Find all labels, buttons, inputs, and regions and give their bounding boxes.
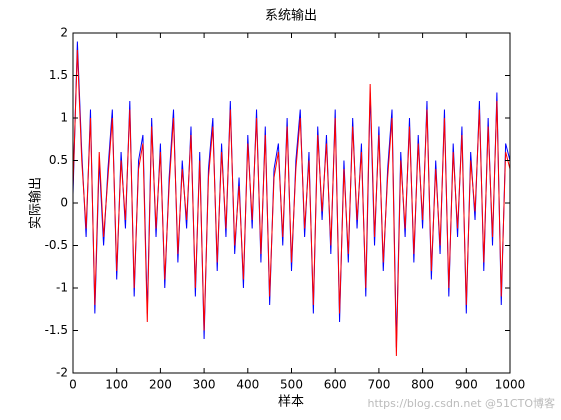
y-axis-label: 实际输出: [28, 177, 44, 229]
x-tick-label: 800: [411, 378, 434, 392]
x-tick-label: 100: [105, 378, 128, 392]
y-tick-label: 2: [60, 26, 68, 40]
x-tick-label: 500: [280, 378, 303, 392]
x-tick-label: 200: [149, 378, 172, 392]
x-tick-label: 900: [455, 378, 478, 392]
y-tick-label: 0: [60, 196, 68, 210]
x-axis-label: 样本: [278, 395, 304, 410]
y-tick-label: 1.5: [49, 68, 68, 82]
x-tick-label: 700: [367, 378, 390, 392]
x-tick-label: 600: [324, 378, 347, 392]
x-tick-label: 0: [69, 378, 77, 392]
y-tick-label: -1: [56, 281, 68, 295]
x-tick-label: 400: [236, 378, 259, 392]
x-tick-label: 1000: [495, 378, 526, 392]
y-tick-label: -1.5: [45, 323, 68, 337]
chart-title: 系统输出: [265, 8, 317, 24]
watermark: https://blog.csdn.net @51CTO博客: [367, 396, 555, 410]
series-line: [72, 49, 511, 357]
y-tick-label: -0.5: [45, 238, 68, 252]
y-tick-label: -2: [56, 366, 68, 380]
y-tick-label: 0.5: [49, 153, 68, 167]
x-tick-label: 300: [193, 378, 216, 392]
y-tick-label: 1: [60, 111, 68, 125]
